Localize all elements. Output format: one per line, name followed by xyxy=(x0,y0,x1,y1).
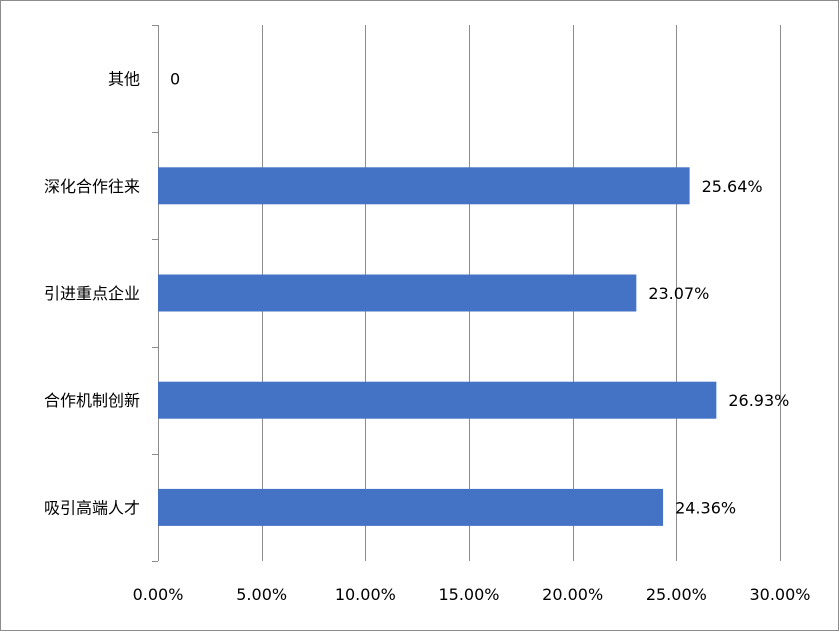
x-tick-label: 25.00% xyxy=(646,585,707,604)
bar xyxy=(158,381,717,419)
x-tick-label: 15.00% xyxy=(438,585,499,604)
category-label: 其他 xyxy=(108,70,140,89)
bar xyxy=(158,167,690,205)
data-labels: 0 25.64% 23.07% 26.93% 24.36% xyxy=(170,70,789,518)
x-tick-label: 20.00% xyxy=(542,585,603,604)
y-axis xyxy=(152,25,159,562)
x-tick-labels: 0.00% 5.00% 10.00% 15.00% 20.00% 25.00% 30.00% xyxy=(133,585,811,604)
bar xyxy=(158,488,664,526)
category-label: 吸引高端人才 xyxy=(44,498,140,517)
x-tick-label: 30.00% xyxy=(749,585,810,604)
x-tick-label: 5.00% xyxy=(236,585,287,604)
data-label: 26.93% xyxy=(728,391,789,410)
bar xyxy=(158,274,637,312)
data-label: 23.07% xyxy=(648,284,709,303)
x-tick-label: 10.00% xyxy=(335,585,396,604)
data-label: 25.64% xyxy=(702,177,763,196)
category-label: 合作机制创新 xyxy=(44,391,140,410)
category-label: 深化合作往来 xyxy=(44,177,140,196)
data-label: 0 xyxy=(170,70,180,89)
bars xyxy=(158,167,717,526)
data-label: 24.36% xyxy=(675,498,736,517)
category-label: 引进重点企业 xyxy=(44,284,140,303)
x-tick-label: 0.00% xyxy=(133,585,184,604)
